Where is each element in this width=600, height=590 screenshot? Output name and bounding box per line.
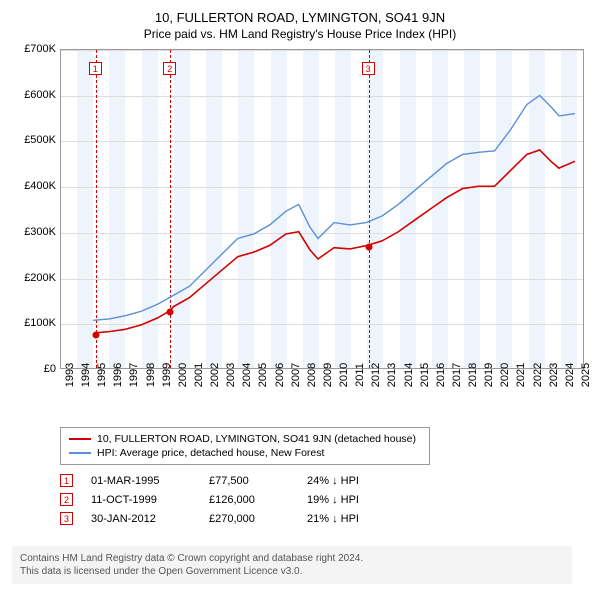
y-axis-label: £100K (12, 317, 56, 329)
x-axis-label: 2004 (241, 363, 253, 387)
event-price: £270,000 (209, 513, 289, 525)
event-price: £77,500 (209, 475, 289, 487)
chart-area: 123£0£100K£200K£300K£400K£500K£600K£700K… (12, 49, 588, 419)
y-axis-label: £400K (12, 180, 56, 192)
event-price: £126,000 (209, 494, 289, 506)
x-axis-label: 2006 (274, 363, 286, 387)
event-marker: 3 (60, 512, 73, 525)
event-delta: 19% ↓ HPI (307, 494, 359, 506)
x-axis-label: 2016 (435, 363, 447, 387)
x-axis-label: 2000 (177, 363, 189, 387)
event-row: 1 01-MAR-1995 £77,500 24% ↓ HPI (60, 471, 588, 490)
plot-area: 123 (60, 49, 584, 369)
event-row: 2 11-OCT-1999 £126,000 19% ↓ HPI (60, 490, 588, 509)
x-axis-label: 2003 (225, 363, 237, 387)
legend-item: 10, FULLERTON ROAD, LYMINGTON, SO41 9JN … (69, 432, 421, 446)
x-axis-label: 2022 (532, 363, 544, 387)
event-table: 1 01-MAR-1995 £77,500 24% ↓ HPI 2 11-OCT-1999… (60, 471, 588, 528)
event-marker: 1 (60, 474, 73, 487)
event-date: 01-MAR-1995 (91, 475, 191, 487)
series-lines (61, 50, 583, 368)
x-axis-label: 2015 (419, 363, 431, 387)
event-delta: 24% ↓ HPI (307, 475, 359, 487)
x-axis-label: 2012 (370, 363, 382, 387)
chart-container: 10, FULLERTON ROAD, LYMINGTON, SO41 9JN … (0, 0, 600, 536)
attribution: Contains HM Land Registry data © Crown c… (12, 546, 572, 584)
x-axis-label: 2013 (386, 363, 398, 387)
x-axis-label: 2010 (338, 363, 350, 387)
legend-label: 10, FULLERTON ROAD, LYMINGTON, SO41 9JN … (97, 433, 416, 445)
x-axis-label: 2017 (451, 363, 463, 387)
chart-title: 10, FULLERTON ROAD, LYMINGTON, SO41 9JN (12, 10, 588, 25)
y-axis-label: £500K (12, 134, 56, 146)
event-delta: 21% ↓ HPI (307, 513, 359, 525)
x-axis-label: 2025 (580, 363, 592, 387)
legend-item: HPI: Average price, detached house, New … (69, 446, 421, 460)
legend: 10, FULLERTON ROAD, LYMINGTON, SO41 9JN … (60, 427, 430, 465)
x-axis-label: 1996 (112, 363, 124, 387)
x-axis-label: 1997 (128, 363, 140, 387)
event-row: 3 30-JAN-2012 £270,000 21% ↓ HPI (60, 509, 588, 528)
event-date: 30-JAN-2012 (91, 513, 191, 525)
y-axis-label: £700K (12, 43, 56, 55)
chart-subtitle: Price paid vs. HM Land Registry's House … (12, 27, 588, 41)
x-axis-label: 2019 (483, 363, 495, 387)
event-marker: 2 (60, 493, 73, 506)
legend-label: HPI: Average price, detached house, New … (97, 447, 324, 459)
y-axis-label: £0 (12, 363, 56, 375)
attribution-line: Contains HM Land Registry data © Crown c… (20, 552, 564, 565)
x-axis-label: 2002 (209, 363, 221, 387)
x-axis-label: 1999 (161, 363, 173, 387)
x-axis-label: 1994 (80, 363, 92, 387)
y-axis-label: £600K (12, 89, 56, 101)
x-axis-label: 1995 (96, 363, 108, 387)
x-axis-label: 1993 (64, 363, 76, 387)
attribution-line: This data is licensed under the Open Gov… (20, 565, 564, 578)
x-axis-label: 2007 (290, 363, 302, 387)
x-axis-label: 2023 (548, 363, 560, 387)
x-axis-label: 1998 (145, 363, 157, 387)
y-axis-label: £300K (12, 226, 56, 238)
legend-swatch (69, 452, 91, 454)
legend-swatch (69, 438, 91, 440)
x-axis-label: 2009 (322, 363, 334, 387)
x-axis-label: 2005 (257, 363, 269, 387)
x-axis-label: 2014 (403, 363, 415, 387)
x-axis-label: 2021 (515, 363, 527, 387)
y-axis-label: £200K (12, 272, 56, 284)
x-axis-label: 2001 (193, 363, 205, 387)
x-axis-label: 2018 (467, 363, 479, 387)
event-date: 11-OCT-1999 (91, 494, 191, 506)
x-axis-label: 2008 (306, 363, 318, 387)
x-axis-label: 2020 (499, 363, 511, 387)
x-axis-label: 2011 (354, 363, 366, 387)
x-axis-label: 2024 (564, 363, 576, 387)
